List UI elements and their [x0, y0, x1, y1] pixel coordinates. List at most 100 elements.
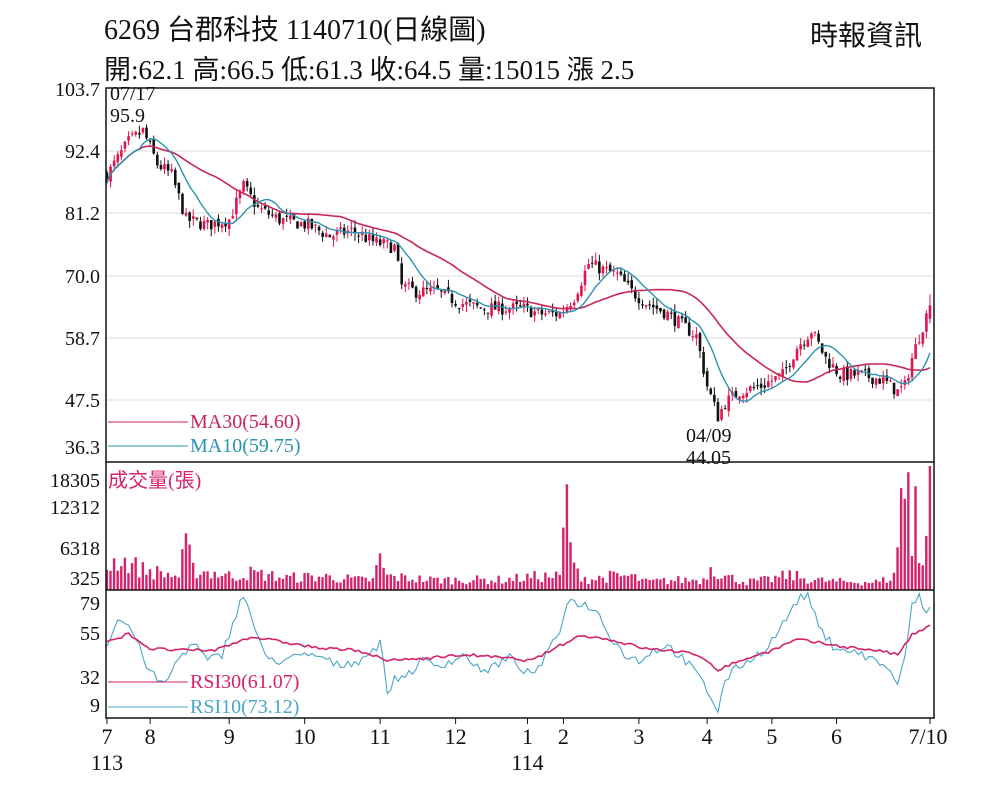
volume-bar: [648, 580, 651, 590]
volume-bar: [468, 582, 472, 590]
candle-body: [558, 312, 562, 319]
candle-body: [202, 220, 206, 229]
volume-bar: [501, 583, 504, 590]
candle-body: [759, 383, 763, 388]
volume-bar: [605, 582, 608, 590]
high-date-label: 07/17: [110, 83, 156, 105]
candle-body: [705, 371, 709, 387]
volume-bar: [885, 582, 888, 590]
volume-bar: [364, 577, 367, 590]
volume-bar: [691, 579, 694, 590]
candle-body: [626, 280, 630, 283]
y-tick-label: 58.7: [65, 328, 100, 350]
rsi-tick-label: 55: [80, 623, 100, 645]
volume-bar: [202, 571, 206, 590]
volume-bar: [720, 578, 723, 590]
candle-body: [253, 195, 256, 207]
candle-body: [723, 408, 727, 410]
candle-body: [673, 311, 677, 326]
candle-body: [465, 301, 468, 305]
volume-bar: [598, 575, 601, 590]
candle-body: [766, 381, 770, 387]
candle-body: [687, 322, 691, 336]
volume-bar: [249, 566, 252, 590]
candle-body: [590, 262, 594, 264]
candle-body: [335, 230, 339, 235]
candle-body: [436, 285, 439, 289]
volume-bar: [465, 584, 468, 590]
volume-bar: [723, 575, 727, 590]
candle-body: [296, 221, 299, 229]
x-tick-label: 1: [522, 724, 533, 749]
candle-body: [763, 385, 766, 388]
candle-body: [677, 316, 680, 329]
rsi-tick-label: 9: [90, 695, 100, 717]
volume-bar: [483, 578, 486, 590]
volume-bar: [774, 575, 777, 590]
x-tick-label: 11: [370, 724, 391, 749]
volume-bar: [867, 582, 871, 590]
candle-body: [860, 370, 864, 372]
candle-body: [245, 180, 249, 187]
candle-body: [515, 301, 519, 305]
volume-bar: [687, 581, 691, 590]
rsi30-line: [106, 624, 931, 672]
volume-bar: [508, 577, 511, 590]
volume-bar: [217, 577, 220, 590]
candle-body: [770, 380, 774, 382]
volume-bar: [206, 571, 209, 590]
volume-bar: [576, 568, 579, 590]
candle-body: [206, 219, 209, 223]
candle-body: [303, 221, 306, 229]
volume-bar: [335, 582, 339, 590]
candle-body: [324, 233, 328, 237]
volume-bar: [662, 577, 666, 590]
candle-body: [878, 378, 881, 384]
candle-body: [386, 240, 389, 242]
candle-body: [396, 243, 400, 261]
volume-bar: [310, 575, 313, 590]
volume-bar: [231, 578, 234, 590]
volume-bar: [357, 576, 360, 590]
volume-bar: [278, 577, 281, 590]
candle-body: [709, 388, 713, 395]
candle-body: [540, 309, 544, 315]
volume-bar: [195, 578, 198, 590]
candle-body: [414, 286, 418, 298]
volume-bar: [828, 580, 831, 590]
candle-body: [896, 389, 899, 396]
x-tick-label: 8: [145, 724, 156, 749]
candle-body: [242, 181, 245, 192]
volume-bar: [684, 577, 687, 590]
candle-body: [616, 272, 619, 274]
candle-body: [544, 313, 547, 316]
x-tick-label: 9: [224, 724, 235, 749]
volume-bar: [788, 570, 791, 590]
chart-frame: [105, 87, 935, 719]
candle-body: [756, 385, 759, 387]
candle-body: [881, 376, 885, 384]
candle-body: [357, 235, 360, 237]
x-tick-label: 7/10: [908, 724, 947, 749]
volume-bar: [856, 583, 860, 590]
volume-bar: [127, 573, 130, 590]
candle-body: [831, 364, 835, 368]
volume-bar: [138, 577, 141, 590]
candle-body: [720, 409, 723, 420]
candle-body: [641, 304, 644, 306]
volume-bar: [738, 584, 741, 590]
candle-body: [299, 222, 303, 227]
x-tick-label: 12: [445, 724, 467, 749]
volume-bar: [120, 566, 123, 590]
candle-body: [260, 208, 263, 210]
candle-body: [601, 266, 605, 274]
candle-body: [321, 232, 324, 237]
candle-body: [173, 170, 177, 186]
y-tick-label: 36.3: [65, 437, 100, 459]
volume-bar: [396, 580, 400, 590]
candle-body: [332, 236, 335, 240]
volume-bar: [378, 553, 382, 590]
volume-bar: [899, 488, 903, 590]
volume-bar: [889, 580, 892, 590]
volume-bar: [213, 571, 216, 590]
